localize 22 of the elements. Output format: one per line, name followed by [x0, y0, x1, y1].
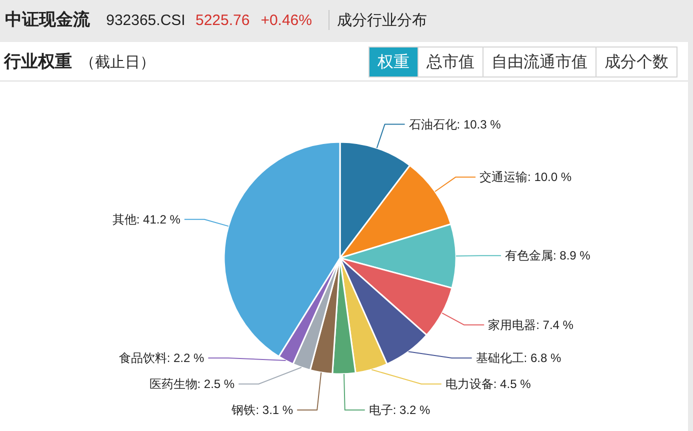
slice-label: 钢铁: 3.1 %: [230, 403, 294, 417]
slice-label: 其他: 41.2 %: [112, 212, 181, 226]
text: 权重: [376, 53, 410, 71]
slice-label: 医药生物: 2.5 %: [149, 377, 235, 391]
chart-title: 行业权重: [3, 52, 72, 71]
slice-label: 家用电器: 7.4 %: [488, 318, 574, 332]
chart-subtitle: （截止日）: [80, 54, 156, 71]
text: 成分个数: [604, 53, 668, 71]
text: 中证现金流: [5, 10, 91, 29]
text: 932365.CSI: [106, 12, 186, 29]
text: 成分行业分布: [336, 12, 427, 29]
slice-label: 基础化工: 6.8 %: [476, 351, 562, 365]
text: 总市值: [426, 53, 474, 71]
slice-label: 食品饮料: 2.2 %: [118, 351, 205, 365]
slice-label: 交通运输: 10.0 %: [480, 170, 572, 184]
slice-label: 有色金属: 8.9 %: [504, 248, 591, 263]
text: 5225.76: [195, 12, 250, 29]
text: 自由流通市值: [492, 53, 588, 71]
slice-label: 石油石化: 10.3 %: [408, 117, 502, 132]
slice-label: 电力设备: 4.5 %: [445, 377, 532, 391]
slice-label: 电子: 3.2 %: [368, 403, 431, 417]
text: +0.46%: [260, 12, 312, 29]
